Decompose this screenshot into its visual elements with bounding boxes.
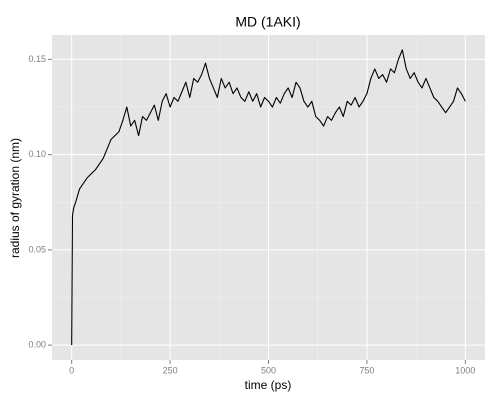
x-axis-title: time (ps) bbox=[245, 378, 292, 392]
y-tick-label: 0.05 bbox=[28, 244, 46, 254]
y-tick-label: 0.00 bbox=[28, 340, 46, 350]
y-axis-title: radius of gyration (nm) bbox=[8, 138, 22, 258]
x-tick-label: 500 bbox=[261, 365, 276, 375]
x-tick-label: 250 bbox=[163, 365, 178, 375]
data-line bbox=[71, 49, 466, 346]
chart-title: MD (1AKI) bbox=[235, 14, 300, 30]
y-tick-label: 0.10 bbox=[28, 149, 46, 159]
x-tick-label: 0 bbox=[69, 365, 74, 375]
x-tick-label: 750 bbox=[359, 365, 374, 375]
y-tick-label: 0.15 bbox=[28, 54, 46, 64]
x-tick-label: 1000 bbox=[455, 365, 475, 375]
